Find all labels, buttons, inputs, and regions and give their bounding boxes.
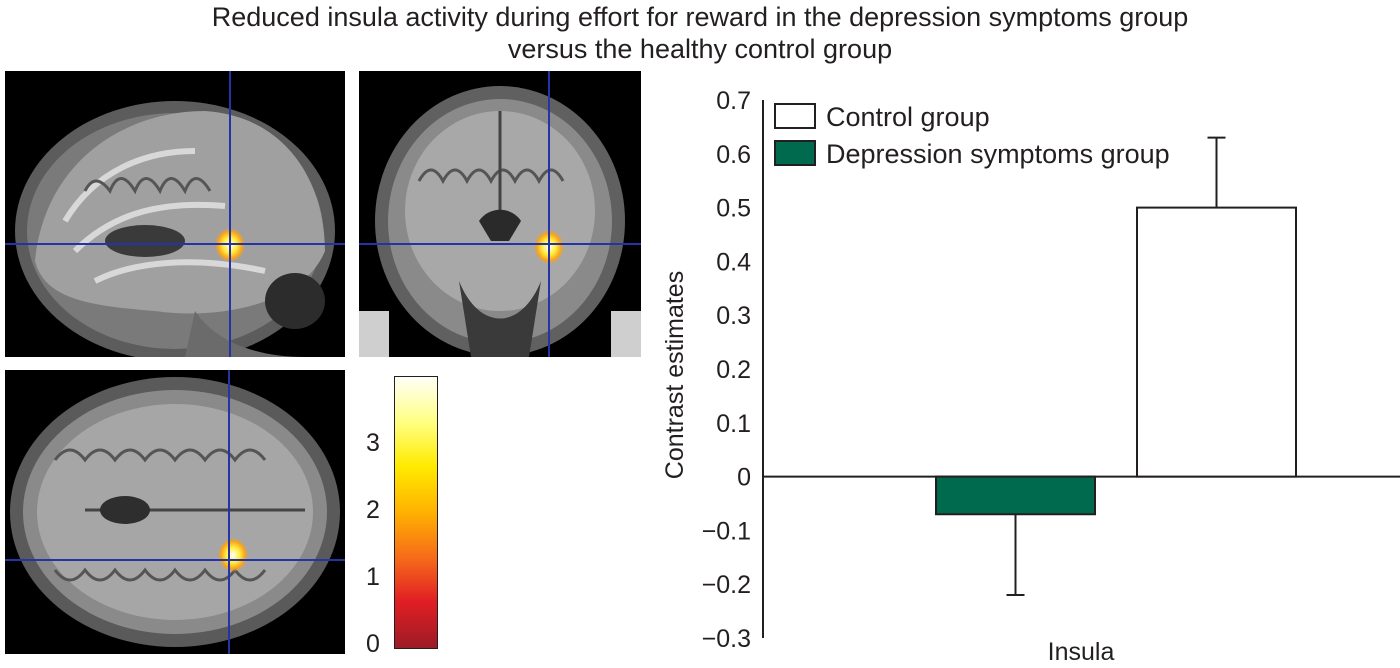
bar-depression-symptoms [935,475,1096,516]
y-tick-label: 0.1 [716,410,751,438]
y-tick-label: 0.5 [716,195,751,223]
coronal-brain-slice [359,71,641,357]
bar-chart: 0.7 0.6 0.5 0.4 0.3 0.2 0.1 0 −0.1 −0.2 −0.3 Contra… [661,87,1400,666]
y-tick-label: 0.3 [716,302,751,330]
legend-label: Depression symptoms group [826,139,1170,169]
sagittal-brain-slice [5,71,345,357]
bar-control [1136,206,1297,478]
y-tick-label: 0.7 [716,87,751,115]
figure-title-line-2: versus the healthy control group [507,34,893,64]
colorbar-tick-0: 0 [366,630,380,658]
colorbar-gradient [394,376,438,649]
y-tick-label: −0.1 [702,517,751,545]
legend-swatch [774,103,816,129]
y-axis-label: Contrast estimates [661,271,689,479]
y-tick-label: −0.3 [702,625,751,653]
colorbar-tick-3: 3 [366,429,380,457]
colorbar-tick-1: 1 [366,563,380,591]
y-tick-label: 0.4 [716,248,751,276]
figure-title-line-1: Reduced insula activity during effort fo… [211,2,1189,32]
colorbar [394,376,438,649]
axial-brain-image [5,370,345,654]
colorbar-tick-2: 2 [366,496,380,524]
legend-label: Control group [826,102,990,132]
y-tick-label: 0.2 [716,356,751,384]
y-tick-label: 0 [737,464,751,492]
sagittal-brain-image [5,71,345,357]
coronal-brain-image [359,71,641,357]
legend-swatch [774,140,816,166]
y-tick-label: 0.6 [716,141,751,169]
axial-brain-slice [5,370,345,654]
x-axis-label: Insula [1048,638,1115,666]
y-tick-label: −0.2 [702,571,751,599]
